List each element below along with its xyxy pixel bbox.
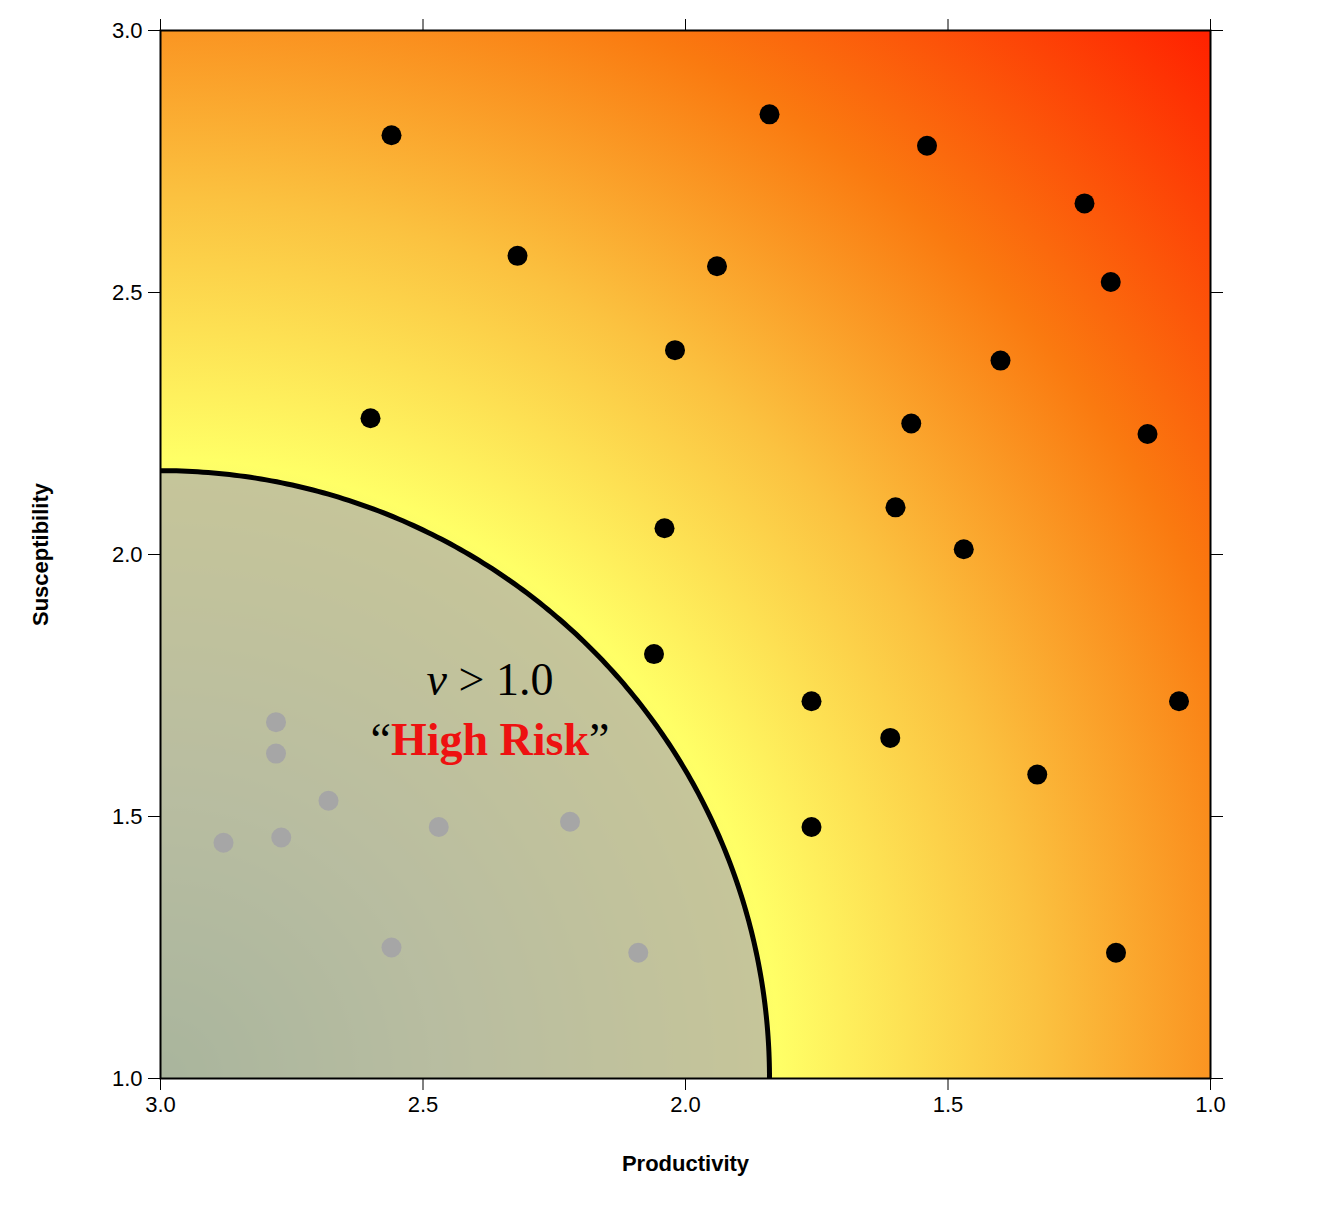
svg-text:3.0: 3.0	[112, 18, 143, 43]
svg-text:Susceptibility: Susceptibility	[28, 482, 53, 626]
html-text:“ High Risk ”: “ High Risk ”	[370, 713, 610, 765]
svg-text:2.5: 2.5	[112, 280, 143, 305]
svg-text:3.0: 3.0	[145, 1092, 176, 1117]
svg-text:1.0: 1.0	[1195, 1092, 1226, 1117]
svg-text:2.5: 2.5	[408, 1092, 439, 1117]
html-text:v > 1.0: v > 1.0	[426, 654, 554, 705]
svg-text:1.5: 1.5	[112, 804, 143, 829]
svg-text:1.5: 1.5	[933, 1092, 964, 1117]
svg-text:1.0: 1.0	[112, 1066, 143, 1091]
svg-text:2.0: 2.0	[670, 1092, 701, 1117]
svg-text:2.0: 2.0	[112, 542, 143, 567]
svg-text:Productivity: Productivity	[622, 1151, 750, 1176]
